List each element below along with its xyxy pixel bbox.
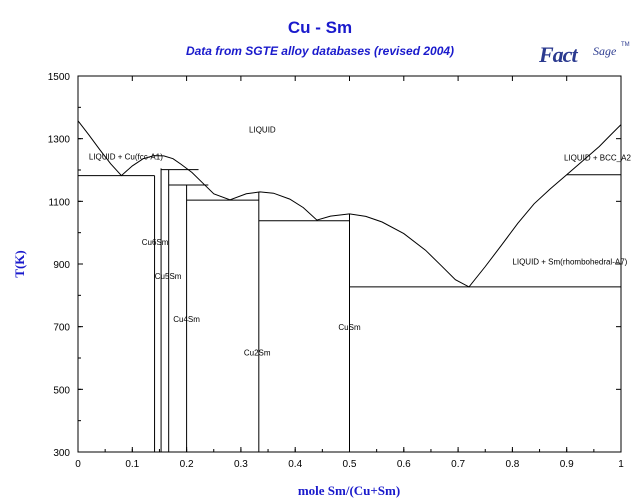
region-label-4: Cu6Sm <box>142 238 169 247</box>
region-label-3: LIQUID + Sm(rhombohedral-A7) <box>512 258 627 267</box>
region-label-8: CuSm <box>338 323 361 332</box>
region-label-0: LIQUID <box>249 125 276 134</box>
y-tick-label: 1100 <box>48 197 70 208</box>
y-tick-label: 1300 <box>48 135 71 146</box>
x-tick-label: 0.5 <box>343 459 357 470</box>
x-tick-label: 0 <box>75 459 81 470</box>
x-tick-label: 0.6 <box>397 459 411 470</box>
x-tick-label: 0.4 <box>288 459 302 470</box>
x-axis-label: mole Sm/(Cu+Sm) <box>298 483 400 498</box>
region-label-1: LIQUID + Cu(fcc-A1) <box>89 153 163 162</box>
region-label-2: LIQUID + BCC_A2 <box>564 154 631 163</box>
region-label-5: Cu5Sm <box>155 272 182 281</box>
y-tick-label: 1500 <box>48 72 71 83</box>
liquidus-curve <box>77 120 622 288</box>
region-label-7: Cu2Sm <box>244 348 271 357</box>
x-tick-label: 1 <box>618 459 624 470</box>
x-tick-label: 0.7 <box>451 459 465 470</box>
y-axis-label: T(K) <box>12 250 27 277</box>
x-tick-label: 0.3 <box>234 459 248 470</box>
x-tick-label: 0.9 <box>560 459 574 470</box>
x-tick-label: 0.2 <box>180 459 194 470</box>
chart-title: Cu - Sm <box>287 18 353 37</box>
y-tick-label: 300 <box>53 448 70 459</box>
x-tick-label: 0.8 <box>505 459 519 470</box>
y-tick-label: 700 <box>53 323 70 334</box>
region-label-6: Cu4Sm <box>173 315 200 324</box>
y-tick-label: 500 <box>53 385 70 396</box>
factsage-logo: Fact Sage TM <box>539 42 630 67</box>
chart-subtitle: Data from SGTE alloy databases (revised … <box>185 44 455 58</box>
x-tick-label: 0.1 <box>125 459 139 470</box>
y-tick-label: 900 <box>53 260 70 271</box>
